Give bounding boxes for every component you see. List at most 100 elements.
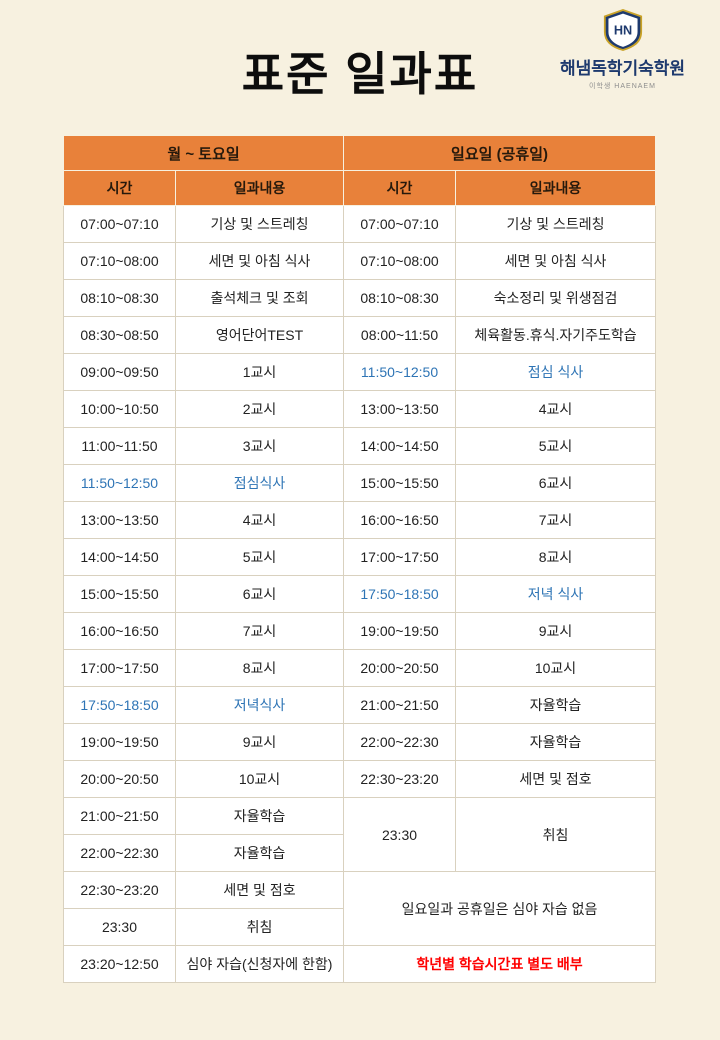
activity-cell: 9교시 <box>455 612 657 650</box>
activity-cell: 점심 식사 <box>455 353 657 391</box>
table-row: 11:00~11:50 3교시 14:00~14:50 5교시 <box>63 427 657 465</box>
time-cell: 07:10~08:00 <box>63 242 176 280</box>
col-header-time-right: 시간 <box>343 170 457 206</box>
table-row: 13:00~13:50 4교시 16:00~16:50 7교시 <box>63 501 657 539</box>
schedule-header: 월 ~ 토요일 일요일 (공휴일) 시간 일과내용 시간 일과내용 <box>62 135 657 206</box>
table-row: 23:20~12:50 심야 자습(신청자에 한함) 학년별 학습시간표 별도 배부 <box>63 945 657 983</box>
table-row: 07:00~07:10 기상 및 스트레칭 07:00~07:10 기상 및 스트레칭 <box>63 205 657 243</box>
activity-cell: 저녁 식사 <box>455 575 657 613</box>
time-cell: 08:00~11:50 <box>343 316 457 354</box>
activity-cell: 7교시 <box>174 612 345 650</box>
activity-cell: 세면 및 점호 <box>174 871 345 909</box>
activity-cell: 취침 <box>455 797 657 872</box>
time-cell: 09:00~09:50 <box>63 353 176 391</box>
column-header-row: 시간 일과내용 시간 일과내용 <box>63 170 657 206</box>
table-row: 22:00~22:30 자율학습 <box>63 834 656 872</box>
time-cell: 15:00~15:50 <box>63 575 176 613</box>
activity-cell: 기상 및 스트레칭 <box>455 205 657 243</box>
activity-cell: 10교시 <box>174 760 345 798</box>
time-cell: 20:00~20:50 <box>343 649 457 687</box>
activity-cell: 7교시 <box>455 501 657 539</box>
activity-cell: 기상 및 스트레칭 <box>174 205 345 243</box>
table-row: 19:00~19:50 9교시 22:00~22:30 자율학습 <box>63 723 657 761</box>
time-cell: 22:30~23:20 <box>63 871 176 909</box>
activity-cell: 세면 및 아침 식사 <box>455 242 657 280</box>
col-header-activity-right: 일과내용 <box>455 170 657 206</box>
activity-cell: 영어단어TEST <box>174 316 345 354</box>
activity-cell: 10교시 <box>455 649 657 687</box>
activity-cell: 세면 및 아침 식사 <box>174 242 345 280</box>
table-row: 09:00~09:50 1교시 11:50~12:50 점심 식사 <box>63 353 657 391</box>
time-cell: 13:00~13:50 <box>343 390 457 428</box>
activity-cell: 4교시 <box>455 390 657 428</box>
time-cell: 22:00~22:30 <box>343 723 457 761</box>
activity-cell: 저녁식사 <box>174 686 345 724</box>
table-row: 11:50~12:50 점심식사 15:00~15:50 6교시 <box>63 464 657 502</box>
table-row: 17:00~17:50 8교시 20:00~20:50 10교시 <box>63 649 657 687</box>
activity-cell: 8교시 <box>174 649 345 687</box>
table-row: 08:30~08:50 영어단어TEST 08:00~11:50 체육활동.휴식.자기… <box>63 316 657 354</box>
time-cell: 23:20~12:50 <box>63 945 176 983</box>
schedule-body: 07:00~07:10 기상 및 스트레칭 07:00~07:10 기상 및 스트레칭… <box>63 205 657 983</box>
group-header-sunday: 일요일 (공휴일) <box>343 135 657 171</box>
page-title: 표준 일과표 <box>241 48 479 100</box>
time-cell: 17:50~18:50 <box>343 575 457 613</box>
activity-cell: 취침 <box>174 908 345 946</box>
time-cell: 13:00~13:50 <box>63 501 176 539</box>
table-row: 07:10~08:00 세면 및 아침 식사 07:10~08:00 세면 및 아침 … <box>63 242 657 280</box>
activity-cell: 숙소정리 및 위생점검 <box>455 279 657 317</box>
time-cell: 11:00~11:50 <box>63 427 176 465</box>
col-header-activity-left: 일과내용 <box>174 170 345 206</box>
time-cell: 08:30~08:50 <box>63 316 176 354</box>
logo-subtitle: 이학생 HAENAEM <box>589 83 656 90</box>
time-cell: 08:10~08:30 <box>343 279 457 317</box>
table-row: 23:30 취침 <box>63 908 656 946</box>
activity-cell: 자율학습 <box>455 686 657 724</box>
activity-cell: 출석체크 및 조회 <box>174 279 345 317</box>
schedule-table: 월 ~ 토요일 일요일 (공휴일) 시간 일과내용 시간 일과내용 07:00~… <box>62 135 657 983</box>
logo-shield-icon: HN <box>603 9 642 51</box>
time-cell: 19:00~19:50 <box>343 612 457 650</box>
time-cell: 10:00~10:50 <box>63 390 176 428</box>
time-cell: 17:00~17:50 <box>63 649 176 687</box>
table-row: 10:00~10:50 2교시 13:00~13:50 4교시 <box>63 390 657 428</box>
time-cell: 14:00~14:50 <box>343 427 457 465</box>
time-cell: 07:00~07:10 <box>63 205 176 243</box>
table-row: 16:00~16:50 7교시 19:00~19:50 9교시 <box>63 612 657 650</box>
logo: HN 해냄독학기숙학원 이학생 HAENAEM <box>545 8 700 91</box>
time-cell: 17:50~18:50 <box>63 686 176 724</box>
notice-cell: 학년별 학습시간표 별도 배부 <box>343 945 657 983</box>
time-cell: 11:50~12:50 <box>343 353 457 391</box>
logo-monogram: HN <box>613 23 631 38</box>
time-cell: 21:00~21:50 <box>63 797 176 835</box>
activity-cell: 자율학습 <box>174 797 345 835</box>
activity-cell: 6교시 <box>174 575 345 613</box>
activity-cell: 8교시 <box>455 538 657 576</box>
time-cell: 23:30 <box>343 797 457 872</box>
col-header-time-left: 시간 <box>63 170 176 206</box>
activity-cell: 1교시 <box>174 353 345 391</box>
table-row: 08:10~08:30 출석체크 및 조회 08:10~08:30 숙소정리 및 위생… <box>63 279 657 317</box>
time-cell: 16:00~16:50 <box>63 612 176 650</box>
table-row: 14:00~14:50 5교시 17:00~17:50 8교시 <box>63 538 657 576</box>
activity-cell: 점심식사 <box>174 464 345 502</box>
activity-cell: 심야 자습(신청자에 한함) <box>174 945 345 983</box>
activity-cell: 2교시 <box>174 390 345 428</box>
time-cell: 11:50~12:50 <box>63 464 176 502</box>
time-cell: 07:00~07:10 <box>343 205 457 243</box>
time-cell: 17:00~17:50 <box>343 538 457 576</box>
notice-cell: 일요일과 공휴일은 심야 자습 없음 <box>343 871 657 946</box>
logo-name: 해냄독학기숙학원 <box>559 59 686 78</box>
time-cell: 14:00~14:50 <box>63 538 176 576</box>
activity-cell: 5교시 <box>455 427 657 465</box>
activity-cell: 4교시 <box>174 501 345 539</box>
time-cell: 21:00~21:50 <box>343 686 457 724</box>
activity-cell: 6교시 <box>455 464 657 502</box>
group-header-row: 월 ~ 토요일 일요일 (공휴일) <box>62 135 657 171</box>
table-row: 20:00~20:50 10교시 22:30~23:20 세면 및 점호 <box>63 760 657 798</box>
time-cell: 16:00~16:50 <box>343 501 457 539</box>
activity-cell: 3교시 <box>174 427 345 465</box>
table-row: 15:00~15:50 6교시 17:50~18:50 저녁 식사 <box>63 575 657 613</box>
time-cell: 22:00~22:30 <box>63 834 176 872</box>
activity-cell: 자율학습 <box>455 723 657 761</box>
